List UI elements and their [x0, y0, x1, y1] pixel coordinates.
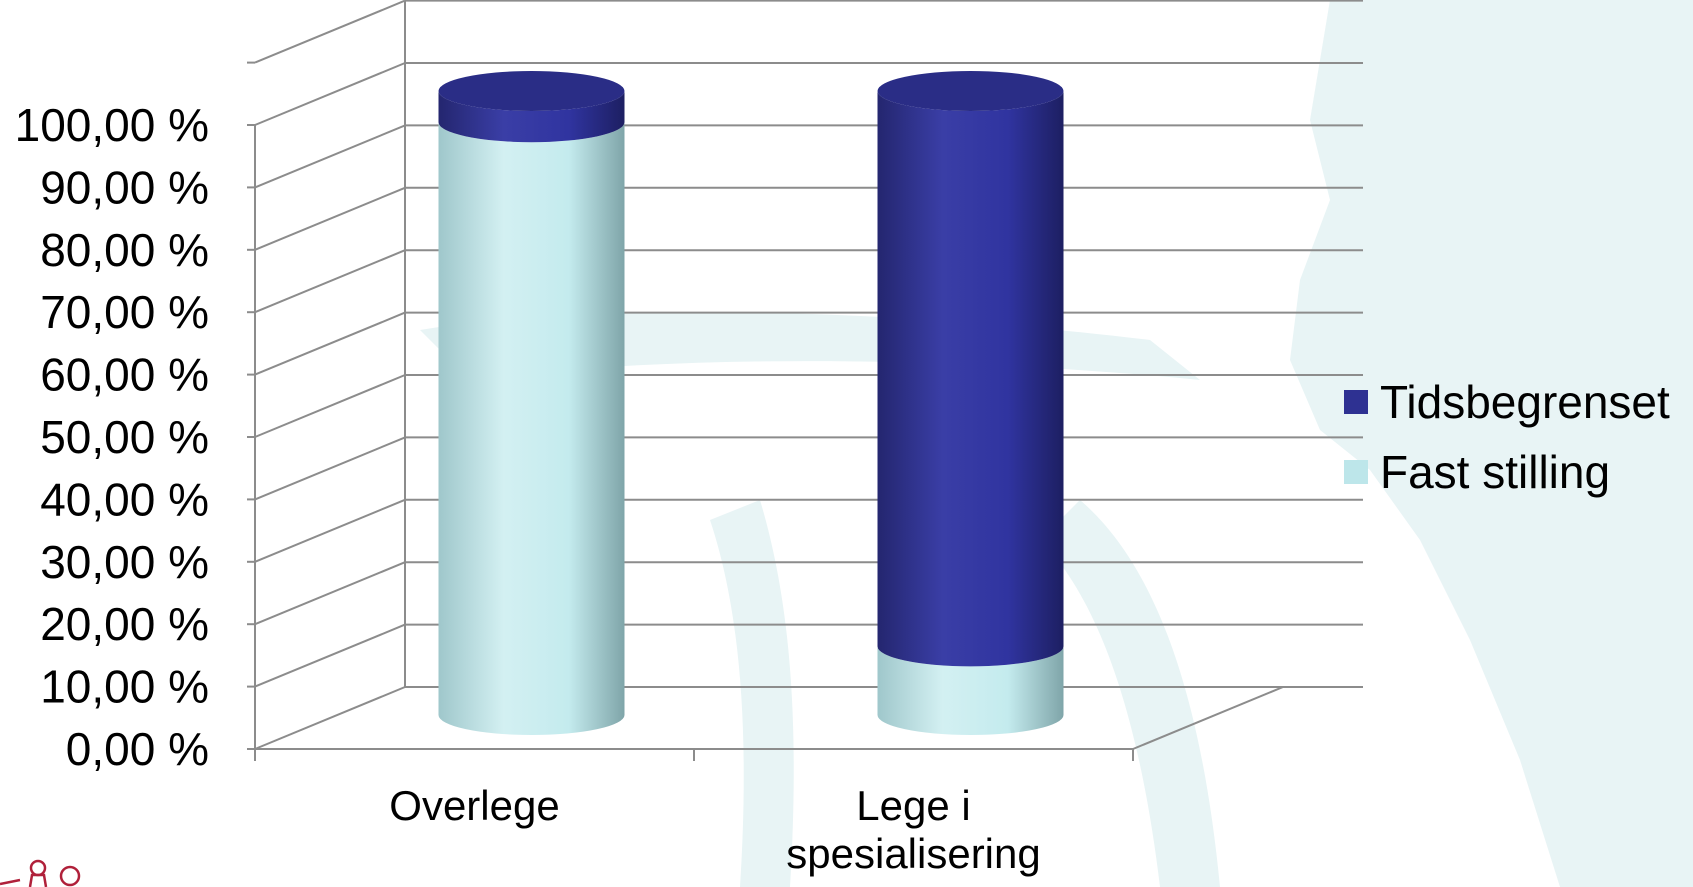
side-gridline [254, 249, 406, 314]
side-gridline [254, 436, 406, 501]
side-gridline [254, 62, 406, 126]
legend-label-tidsbegrenset: Tidsbegrenset [1380, 376, 1670, 428]
y-tick-label: 80,00 % [40, 224, 209, 276]
y-tick-label: 10,00 % [40, 661, 209, 713]
legend: Tidsbegrenset Fast stilling [1344, 376, 1670, 498]
y-tick-label: 30,00 % [40, 536, 209, 588]
y-tick-label: 90,00 % [40, 161, 209, 213]
bar-tidsbegrenset [877, 91, 1064, 667]
bar-tidsbegrenset [438, 91, 625, 143]
side-gridline [254, 561, 406, 626]
legend-label-fast-stilling: Fast stilling [1380, 446, 1610, 498]
side-gridline [254, 0, 406, 64]
y-tick-label: 70,00 % [40, 286, 209, 338]
logo-icon [0, 859, 81, 887]
y-tick-label: 40,00 % [40, 473, 209, 525]
x-category-label: Overlege [389, 782, 559, 829]
legend-swatch-fast-stilling [1344, 460, 1368, 484]
y-tick-label: 60,00 % [40, 349, 209, 401]
bar-top-cap [438, 71, 625, 111]
side-gridline [254, 498, 406, 563]
y-tick-label: 20,00 % [40, 598, 209, 650]
side-gridline [254, 686, 406, 750]
bar-fast-stilling [438, 122, 625, 735]
side-gridline [254, 311, 406, 376]
bar-fast-stilling [877, 646, 1064, 735]
floor-right-edge [1132, 686, 1284, 750]
side-gridline [254, 186, 406, 251]
bar-top-cap [877, 71, 1064, 111]
side-gridline [254, 374, 406, 438]
legend-swatch-tidsbegrenset [1344, 390, 1368, 414]
x-category-label: spesialisering [786, 830, 1040, 877]
y-tick-label: 50,00 % [40, 411, 209, 463]
y-tick-label: 0,00 % [66, 723, 209, 775]
side-gridline [254, 124, 406, 189]
side-gridline [254, 623, 406, 688]
x-category-label: Lege i [856, 782, 970, 829]
y-tick-label: 100,00 % [15, 99, 209, 151]
